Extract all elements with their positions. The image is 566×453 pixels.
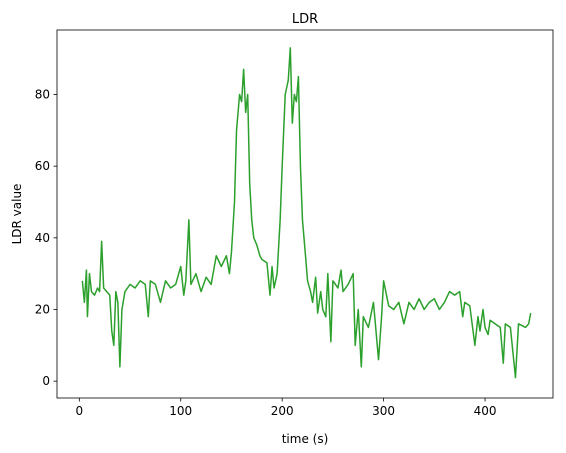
chart-title: LDR bbox=[292, 12, 318, 27]
y-axis-label: LDR value bbox=[10, 184, 24, 245]
x-tick-label: 100 bbox=[169, 404, 192, 418]
y-tick-label: 0 bbox=[42, 374, 50, 388]
line-series bbox=[81, 47, 532, 379]
y-tick-label: 60 bbox=[35, 159, 50, 173]
y-tick-label: 20 bbox=[35, 302, 50, 316]
x-axis-label: time (s) bbox=[282, 432, 329, 446]
y-tick-label: 80 bbox=[35, 87, 50, 101]
x-tick-label: 300 bbox=[372, 404, 395, 418]
y-tick-label: 40 bbox=[35, 231, 50, 245]
axes-frame bbox=[56, 29, 554, 399]
x-tick-label: 0 bbox=[75, 404, 83, 418]
x-tick-label: 200 bbox=[271, 404, 294, 418]
x-tick-label: 400 bbox=[474, 404, 497, 418]
